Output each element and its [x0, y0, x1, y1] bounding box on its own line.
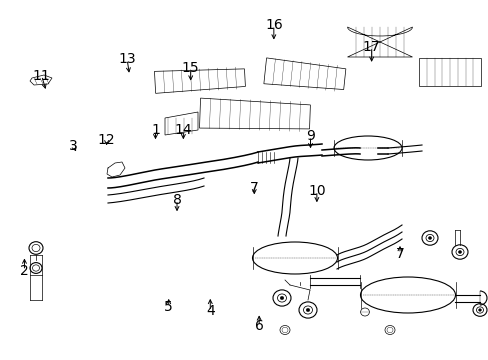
Ellipse shape: [280, 296, 283, 300]
Text: 6: 6: [254, 319, 263, 333]
Text: 2: 2: [20, 264, 29, 278]
Text: 11: 11: [33, 69, 50, 82]
Ellipse shape: [427, 237, 431, 239]
Text: 15: 15: [182, 62, 199, 75]
Ellipse shape: [457, 251, 461, 253]
Text: 17: 17: [362, 40, 380, 54]
Text: 5: 5: [164, 300, 173, 314]
Text: 16: 16: [264, 18, 282, 32]
Text: 4: 4: [205, 305, 214, 318]
Text: 7: 7: [249, 181, 258, 195]
Text: 7: 7: [395, 247, 404, 261]
Text: 3: 3: [69, 139, 78, 153]
Text: 8: 8: [172, 193, 181, 207]
Text: 1: 1: [151, 123, 160, 137]
Ellipse shape: [305, 309, 309, 312]
Text: 12: 12: [98, 133, 115, 147]
Text: 9: 9: [305, 129, 314, 143]
Text: 10: 10: [307, 184, 325, 198]
Ellipse shape: [478, 309, 480, 311]
Text: 14: 14: [174, 123, 192, 137]
Text: 13: 13: [118, 53, 136, 66]
